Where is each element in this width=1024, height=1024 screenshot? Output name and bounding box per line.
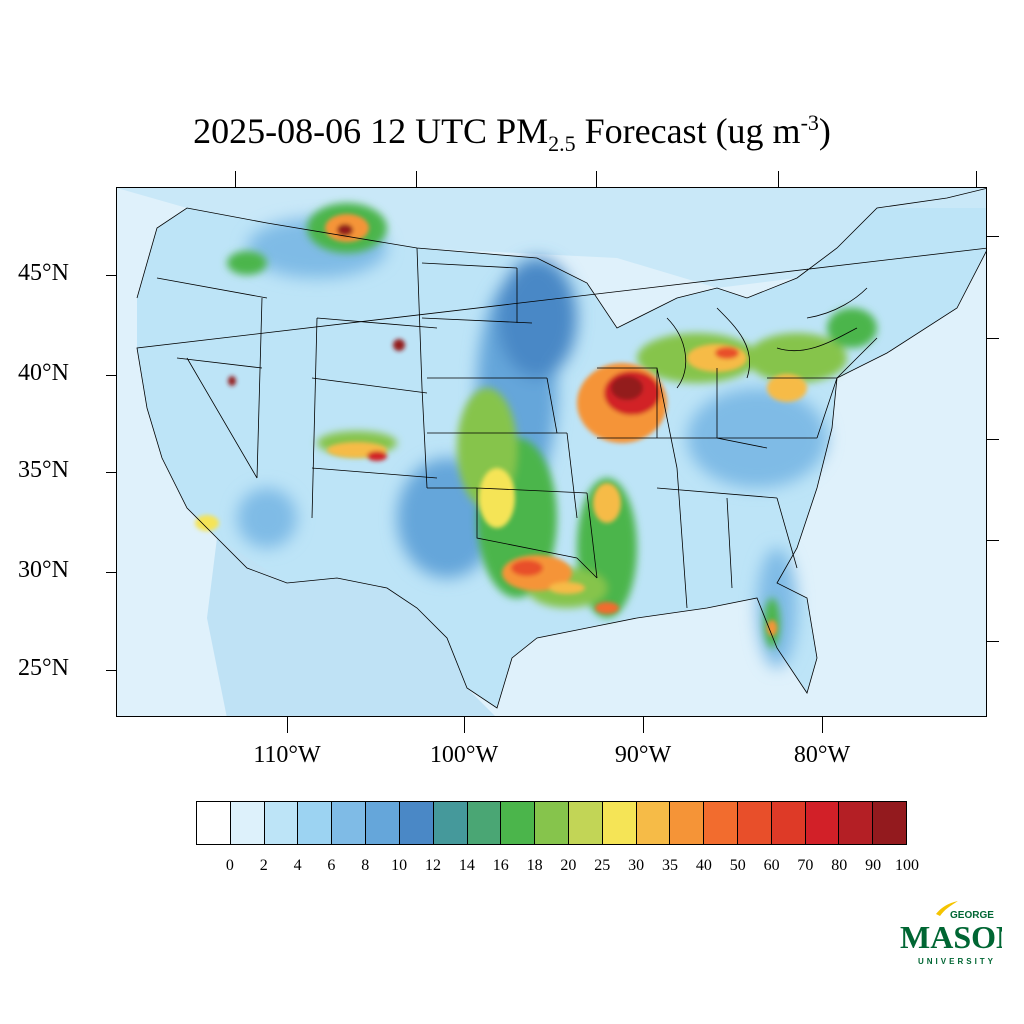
right-tick-1	[987, 236, 999, 237]
us-outline	[136, 188, 986, 709]
lat-tick-30	[106, 572, 116, 573]
colorbar-label-2: 2	[259, 857, 268, 874]
lon-tick-110	[287, 717, 288, 733]
coastline-great-lakes	[666, 287, 868, 389]
colorbar-label-12: 12	[425, 857, 441, 874]
lon-label-110: 110°W	[253, 742, 321, 768]
right-tick-2	[987, 338, 999, 339]
colorbar-swatch-3	[298, 802, 333, 844]
title-suffix: )	[818, 111, 831, 151]
state-lines-central	[421, 262, 598, 579]
lon-tick-90	[643, 717, 644, 733]
boundaries	[136, 188, 986, 709]
colorbar-label-4: 4	[293, 857, 302, 874]
title-superscript: -3	[800, 110, 819, 135]
colorbar-label-25: 25	[594, 857, 611, 874]
logo-main-text: MASON	[900, 919, 1002, 955]
colorbar-swatch-17	[771, 802, 806, 844]
colorbar-swatch-7	[433, 802, 468, 844]
lon-tick-100	[464, 717, 465, 733]
lat-label-45: 45°N	[18, 260, 69, 286]
top-tick-1	[235, 171, 236, 187]
lon-label-90: 90°W	[614, 742, 672, 768]
colorbar-label-40: 40	[695, 857, 712, 874]
colorbar-swatch-6	[399, 802, 434, 844]
colorbar-swatch-4	[332, 802, 367, 844]
colorbar-label-16: 16	[492, 857, 509, 874]
right-tick-4	[987, 540, 999, 541]
lat-tick-25	[106, 670, 116, 671]
colorbar-swatch-2	[264, 802, 299, 844]
colorbar-swatch-11	[568, 802, 603, 844]
lat-tick-45	[106, 275, 116, 276]
top-tick-5	[976, 171, 977, 187]
colorbar-label-20: 20	[560, 857, 577, 874]
lat-tick-40	[106, 375, 116, 376]
colorbar-swatch-10	[535, 802, 569, 844]
colorbar-swatch-18	[805, 802, 840, 844]
title-prefix: 2025-08-06 12 UTC PM	[193, 111, 549, 151]
colorbar-swatch-8	[467, 802, 502, 844]
colorbar-label-60: 60	[763, 857, 780, 874]
colorbar-swatch-14	[670, 802, 705, 844]
colorbar-swatch-20	[873, 802, 907, 844]
right-tick-5	[987, 641, 999, 642]
title-middle: Forecast (ug m	[575, 111, 801, 151]
colorbar-label-30: 30	[628, 857, 645, 874]
right-tick-3	[987, 439, 999, 440]
colorbar-label-70: 70	[797, 857, 814, 874]
colorbar	[196, 801, 907, 845]
pm25-field-mid	[227, 203, 877, 648]
colorbar-label-90: 90	[865, 857, 882, 874]
lon-tick-80	[822, 717, 823, 733]
lat-label-40: 40°N	[18, 360, 69, 386]
gmu-logo: GEORGE MASON UNIVERSITY	[900, 901, 1002, 966]
lon-label-80: 80°W	[793, 742, 851, 768]
colorbar-label-18: 18	[526, 857, 543, 874]
top-tick-4	[778, 171, 779, 187]
colorbar-label-8: 8	[361, 857, 370, 874]
colorbar-swatch-15	[704, 802, 738, 844]
lon-label-100: 100°W	[429, 742, 499, 768]
pm25-field-high	[195, 214, 807, 636]
colorbar-swatch-19	[839, 802, 874, 844]
colorbar-swatch-13	[636, 802, 671, 844]
logo-bottom-text: UNIVERSITY	[918, 957, 996, 966]
land-mexico	[207, 538, 495, 716]
map-graphic	[117, 188, 986, 716]
colorbar-label-35: 35	[662, 857, 678, 874]
colorbar-swatch-9	[501, 802, 536, 844]
colorbar-label-6: 6	[327, 857, 336, 874]
lat-label-30: 30°N	[18, 557, 69, 583]
colorbar-swatch-5	[366, 802, 400, 844]
colorbar-label-50: 50	[729, 857, 746, 874]
lat-label-25: 25°N	[18, 655, 69, 681]
colorbar-label-14: 14	[458, 857, 475, 874]
state-lines-east	[597, 337, 878, 609]
top-tick-2	[416, 171, 417, 187]
colorbar-swatch-12	[602, 802, 637, 844]
colorbar-swatch-0	[197, 802, 231, 844]
top-tick-3	[596, 171, 597, 187]
colorbar-swatch-1	[230, 802, 265, 844]
chart-title: 2025-08-06 12 UTC PM2.5 Forecast (ug m-3…	[0, 110, 1024, 157]
lat-tick-35	[106, 472, 116, 473]
colorbar-label-10: 10	[391, 857, 408, 874]
title-subscript: 2.5	[548, 131, 576, 157]
lat-label-35: 35°N	[18, 457, 69, 483]
colorbar-label-0: 0	[225, 857, 234, 874]
logo-top-text: GEORGE	[950, 910, 994, 921]
pm25-map	[116, 187, 987, 717]
colorbar-label-80: 80	[831, 857, 848, 874]
logo-swoosh	[936, 901, 958, 916]
state-lines-west	[156, 247, 438, 519]
colorbar-label-100: 100	[895, 857, 919, 874]
colorbar-swatch-16	[738, 802, 772, 844]
